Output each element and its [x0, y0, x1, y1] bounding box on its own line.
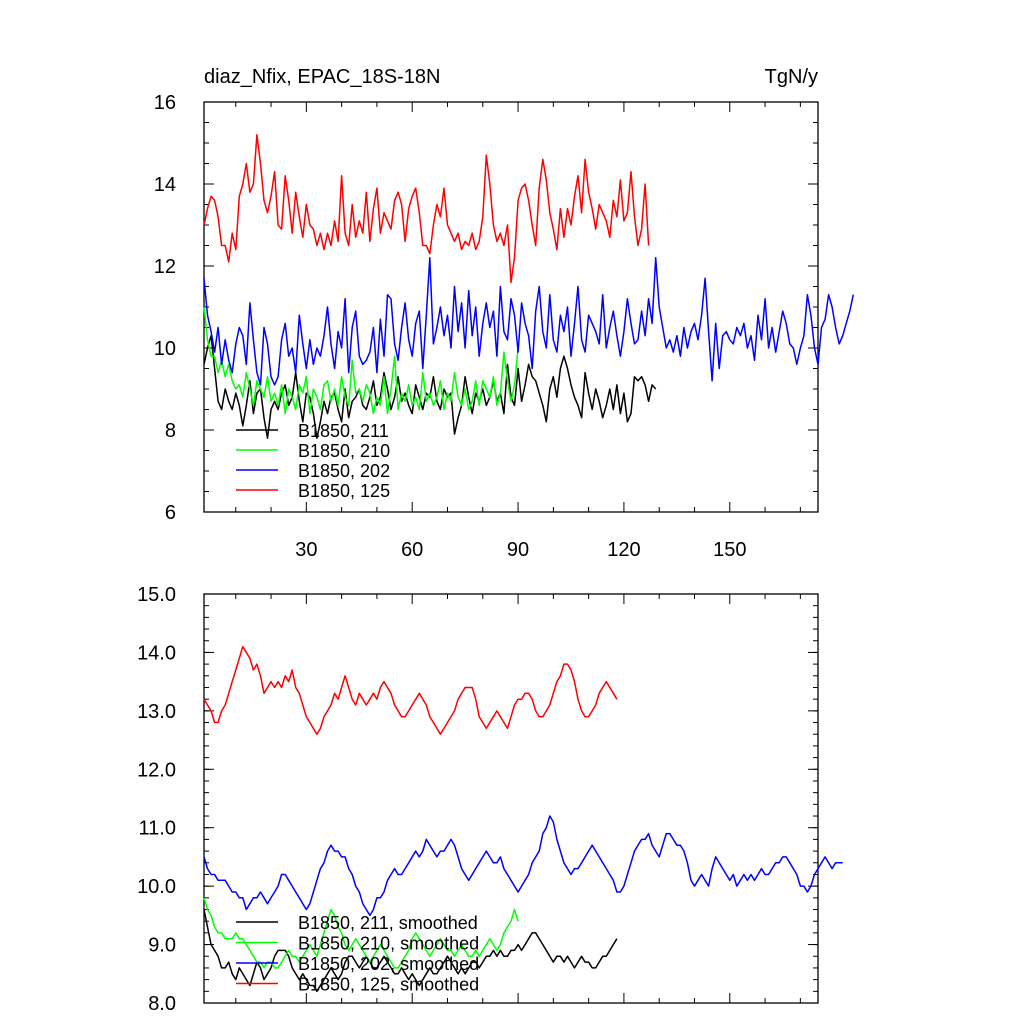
y-tick-label: 12.0 — [137, 759, 176, 781]
legend-label: B1850, 210 — [298, 441, 390, 461]
x-tick-label: 120 — [607, 539, 640, 561]
x-tick-label: 150 — [713, 539, 746, 561]
y-tick-label: 13.0 — [137, 701, 176, 723]
series-line-b1850-202-smoothed — [203, 815, 843, 917]
legend-label: B1850, 211 — [298, 421, 389, 441]
x-tick-label: 90 — [507, 539, 529, 561]
y-tick-label: 16 — [154, 92, 176, 114]
legend-label: B1850, 211, smoothed — [298, 913, 478, 933]
y-tick-label: 8.0 — [148, 993, 176, 1015]
legend-label: B1850, 210, smoothed — [298, 934, 479, 954]
series-line-b1850-210 — [203, 306, 519, 415]
bottom-panel: 8.0 9.0 10.0 11.0 12.0 13.0 14.0 15.0 B1850, 211… — [137, 584, 843, 1015]
series-line-b1850-202 — [203, 257, 855, 386]
y-tick-label: 14 — [154, 174, 176, 196]
y-tick-label: 12 — [154, 256, 176, 278]
series-line-b1850-211 — [203, 334, 657, 439]
x-tick-label: 30 — [295, 539, 317, 561]
y-tick-label: 9.0 — [148, 935, 176, 957]
legend-label: B1850, 125 — [298, 481, 390, 501]
y-tick-label: 10 — [154, 338, 176, 360]
y-tick-label: 6 — [165, 502, 176, 524]
plot-frame — [203, 593, 819, 1004]
top-chart-title: diaz_Nfix, EPAC_18S-18N — [204, 66, 440, 88]
series-line-b1850-211-smoothed — [203, 909, 618, 993]
legend-label: B1850, 202 — [298, 461, 390, 481]
series-line-b1850-125-smoothed — [203, 645, 618, 735]
legend-label: B1850, 202, smoothed — [298, 954, 479, 974]
legend-label: B1850, 125, smoothed — [298, 975, 479, 995]
y-tick-label: 15.0 — [137, 584, 176, 606]
y-tick-label: 8 — [165, 420, 176, 442]
series-line-b1850-210-smoothed — [203, 897, 519, 969]
top-chart-units-label: TgN/y — [765, 66, 818, 88]
x-tick-label: 60 — [401, 539, 423, 561]
y-tick-label: 11.0 — [139, 818, 176, 840]
y-tick-label: 10.0 — [137, 876, 176, 898]
y-tick-label: 14.0 — [137, 642, 176, 664]
series-line-b1850-125 — [203, 134, 650, 284]
